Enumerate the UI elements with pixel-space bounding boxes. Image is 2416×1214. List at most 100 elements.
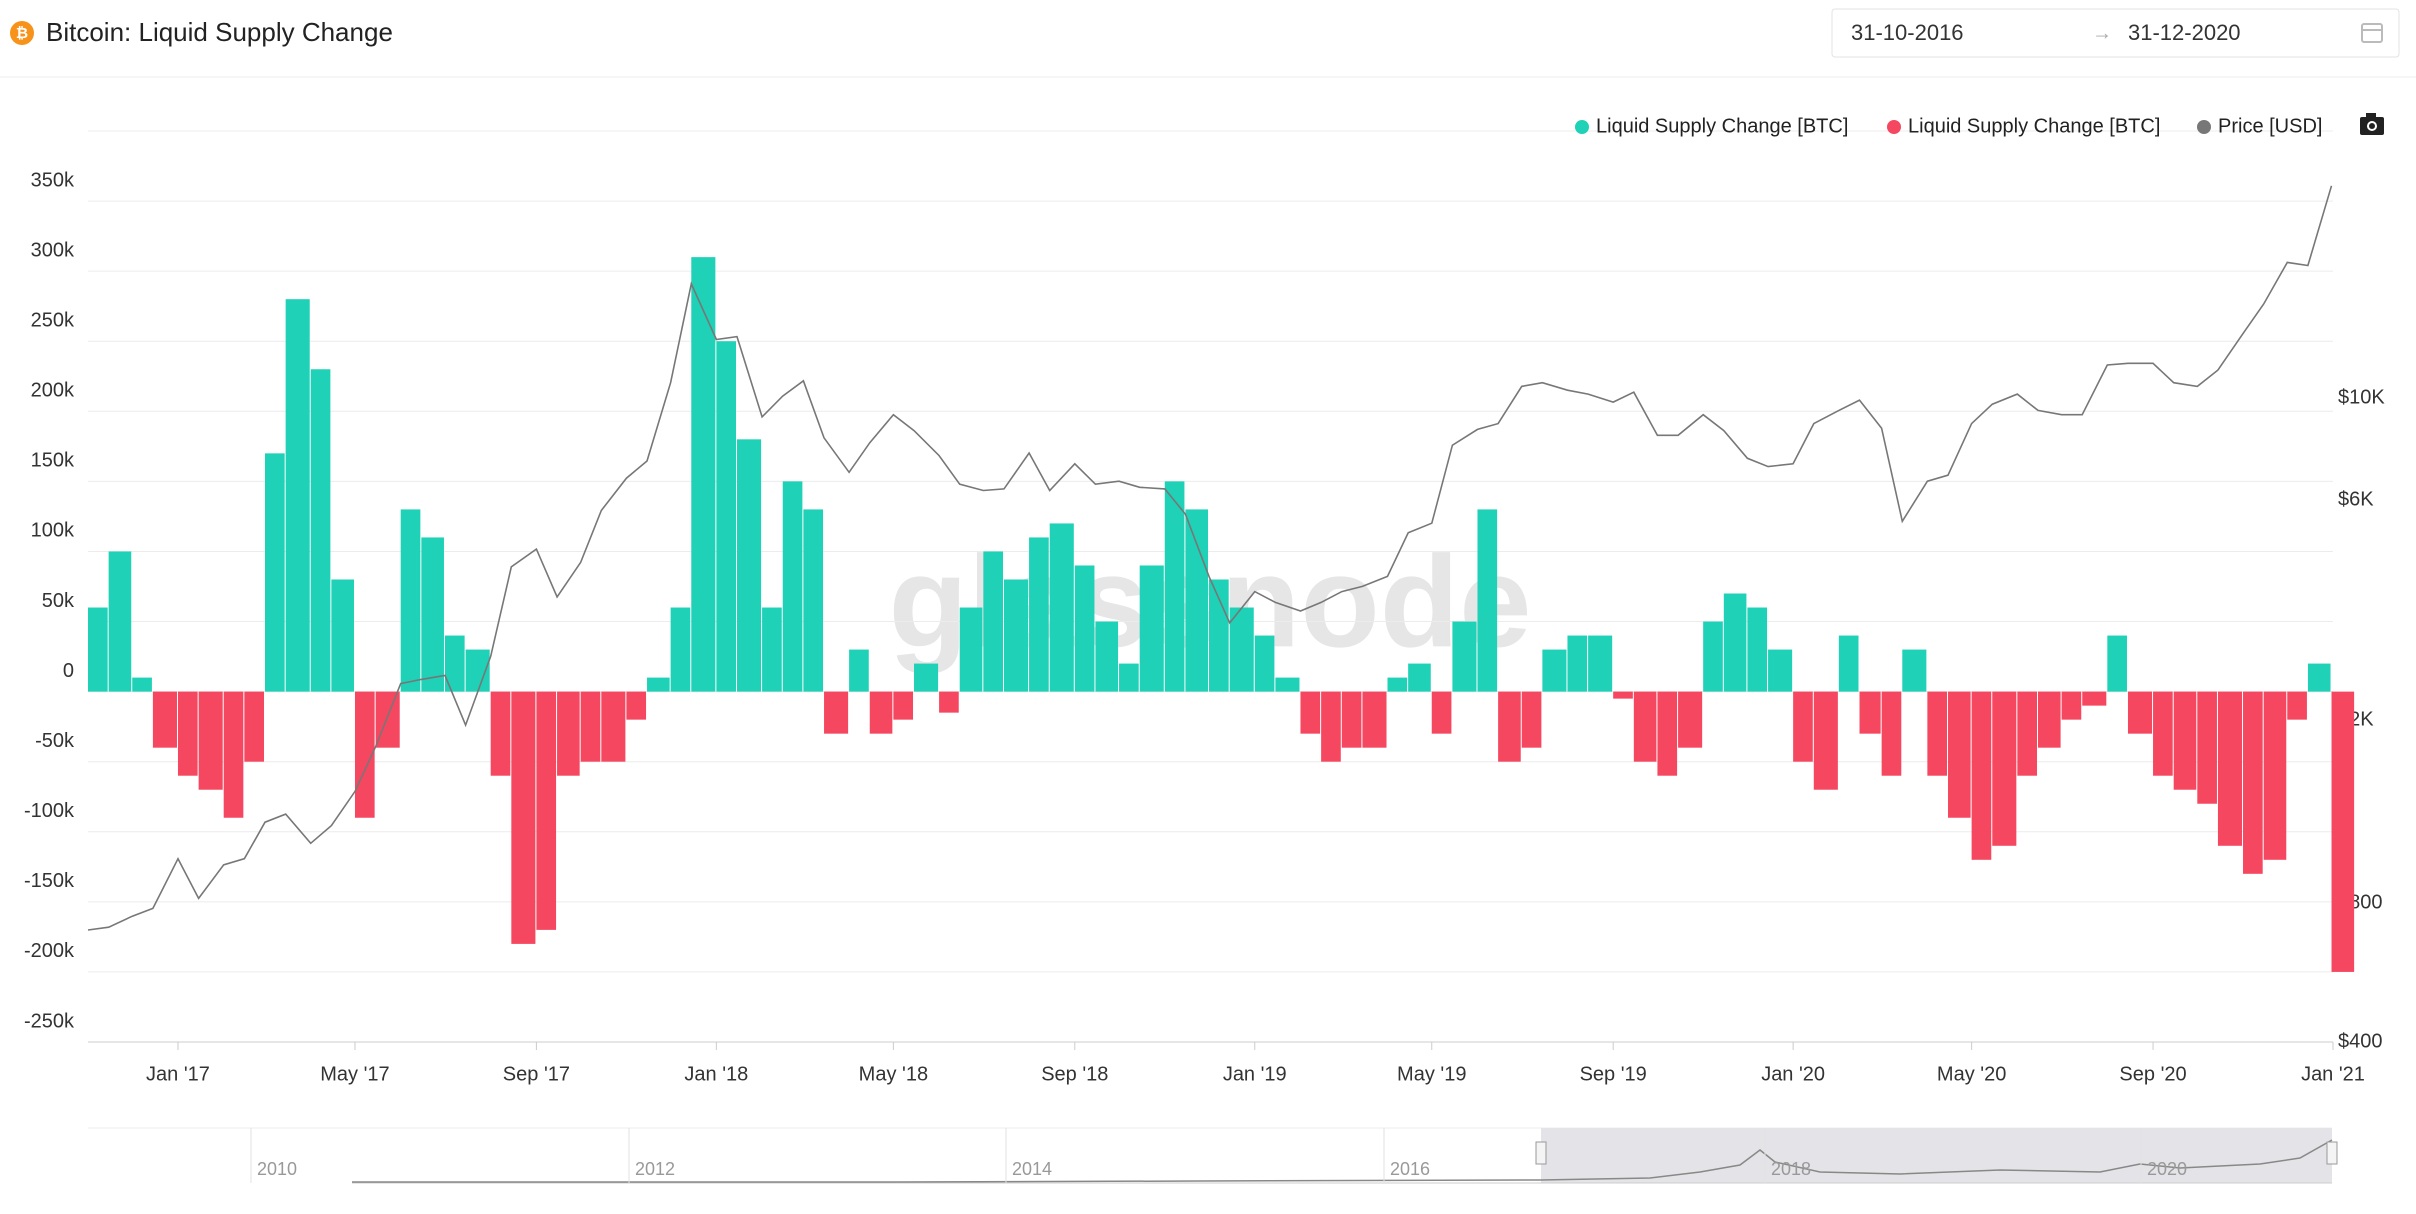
navigator-selection[interactable] [1541, 1128, 2332, 1183]
navigator-label: 2018 [1771, 1159, 1811, 1179]
bar [285, 299, 310, 692]
date-range-picker[interactable] [1831, 8, 2400, 58]
x-tick-label: Jan '18 [684, 1063, 748, 1085]
bar [1275, 677, 1300, 692]
calendar-icon[interactable] [2361, 23, 2383, 43]
bar [647, 677, 670, 692]
y2-tick-label: $10K [2338, 386, 2385, 408]
bar [2217, 691, 2243, 846]
bar [444, 635, 465, 692]
bar [1567, 635, 1588, 692]
navigator-handle[interactable] [2326, 1141, 2338, 1165]
bar [132, 677, 152, 692]
bar [893, 691, 914, 720]
bar [1542, 649, 1567, 692]
bar [1477, 509, 1498, 692]
bar [2173, 691, 2197, 790]
bar [1229, 607, 1254, 692]
navigator-label: 2016 [1390, 1159, 1430, 1179]
x-tick-label: Sep '20 [2119, 1063, 2186, 1085]
bar [762, 607, 782, 692]
legend-item[interactable]: Price [USD] [2197, 115, 2322, 137]
bar [511, 691, 536, 944]
legend-item[interactable]: Liquid Supply Change [BTC] [1575, 115, 1848, 137]
bar [1588, 635, 1613, 692]
x-tick-label: May '20 [1937, 1063, 2006, 1085]
bar [1859, 691, 1881, 734]
page-title: Bitcoin: Liquid Supply Change [46, 17, 393, 47]
bar [223, 691, 244, 818]
bar [2037, 691, 2061, 748]
bar [691, 257, 716, 692]
legend-marker [1575, 120, 1589, 134]
x-tick-label: Jan '17 [146, 1063, 210, 1085]
bar [108, 551, 132, 692]
legend-marker [2197, 120, 2211, 134]
bar [244, 691, 265, 762]
bar [2082, 691, 2107, 706]
bar [1678, 691, 1703, 748]
bar [1209, 579, 1229, 692]
date-to[interactable]: 31-12-2020 [2128, 20, 2241, 45]
bar [1992, 691, 2017, 846]
bar [1813, 691, 1838, 790]
navigator-handle[interactable] [1535, 1141, 1547, 1165]
bar [1521, 691, 1542, 748]
bar [1408, 663, 1431, 692]
bar [536, 691, 557, 930]
bar [265, 453, 285, 692]
navigator-label: 2020 [2147, 1159, 2187, 1179]
bar [803, 509, 824, 692]
y-tick-label: 350k [31, 169, 75, 191]
bar [914, 663, 939, 692]
navigator-label: 2010 [257, 1159, 297, 1179]
bar [737, 439, 762, 692]
bar [1703, 621, 1723, 692]
legend-item[interactable]: Liquid Supply Change [BTC] [1887, 115, 2160, 137]
y-tick-label: 0 [63, 660, 74, 682]
bar [1902, 649, 1927, 692]
x-tick-label: Jan '20 [1761, 1063, 1825, 1085]
navigator-label: 2012 [635, 1159, 675, 1179]
bar [1452, 621, 1477, 692]
bar [310, 369, 331, 692]
bar [421, 537, 444, 692]
bar [2197, 691, 2217, 804]
bar [400, 509, 421, 692]
bar [2107, 635, 2127, 692]
bar [2331, 691, 2355, 972]
y-tick-label: -150k [24, 870, 75, 892]
bar [983, 551, 1003, 692]
date-from[interactable]: 31-10-2016 [1851, 20, 1964, 45]
x-tick-label: May '19 [1397, 1063, 1466, 1085]
bar [1049, 523, 1074, 692]
navigator-label: 2014 [1012, 1159, 1052, 1179]
legend-label: Liquid Supply Change [BTC] [1596, 115, 1848, 137]
x-tick-label: May '17 [320, 1063, 389, 1085]
bar [1341, 691, 1362, 748]
camera-icon[interactable] [2360, 113, 2384, 135]
bar [782, 481, 803, 692]
bar [2263, 691, 2287, 860]
bitcoin-icon [10, 21, 34, 45]
bar [88, 607, 108, 692]
bar [1747, 607, 1768, 692]
bar [716, 341, 737, 692]
bar [869, 691, 893, 734]
legend-label: Liquid Supply Change [BTC] [1908, 115, 2160, 137]
y-tick-label: 200k [31, 380, 75, 402]
bar [670, 607, 691, 692]
bar [354, 691, 375, 818]
y-tick-label: 300k [31, 239, 75, 261]
bars [88, 257, 2355, 972]
bar [1095, 621, 1119, 692]
bar [1119, 663, 1139, 692]
bar [1362, 691, 1387, 748]
y2-tick-label: $6K [2338, 489, 2374, 511]
bar [1768, 649, 1793, 692]
bar [1387, 677, 1408, 692]
bar [1657, 691, 1678, 776]
bar [2061, 691, 2082, 720]
